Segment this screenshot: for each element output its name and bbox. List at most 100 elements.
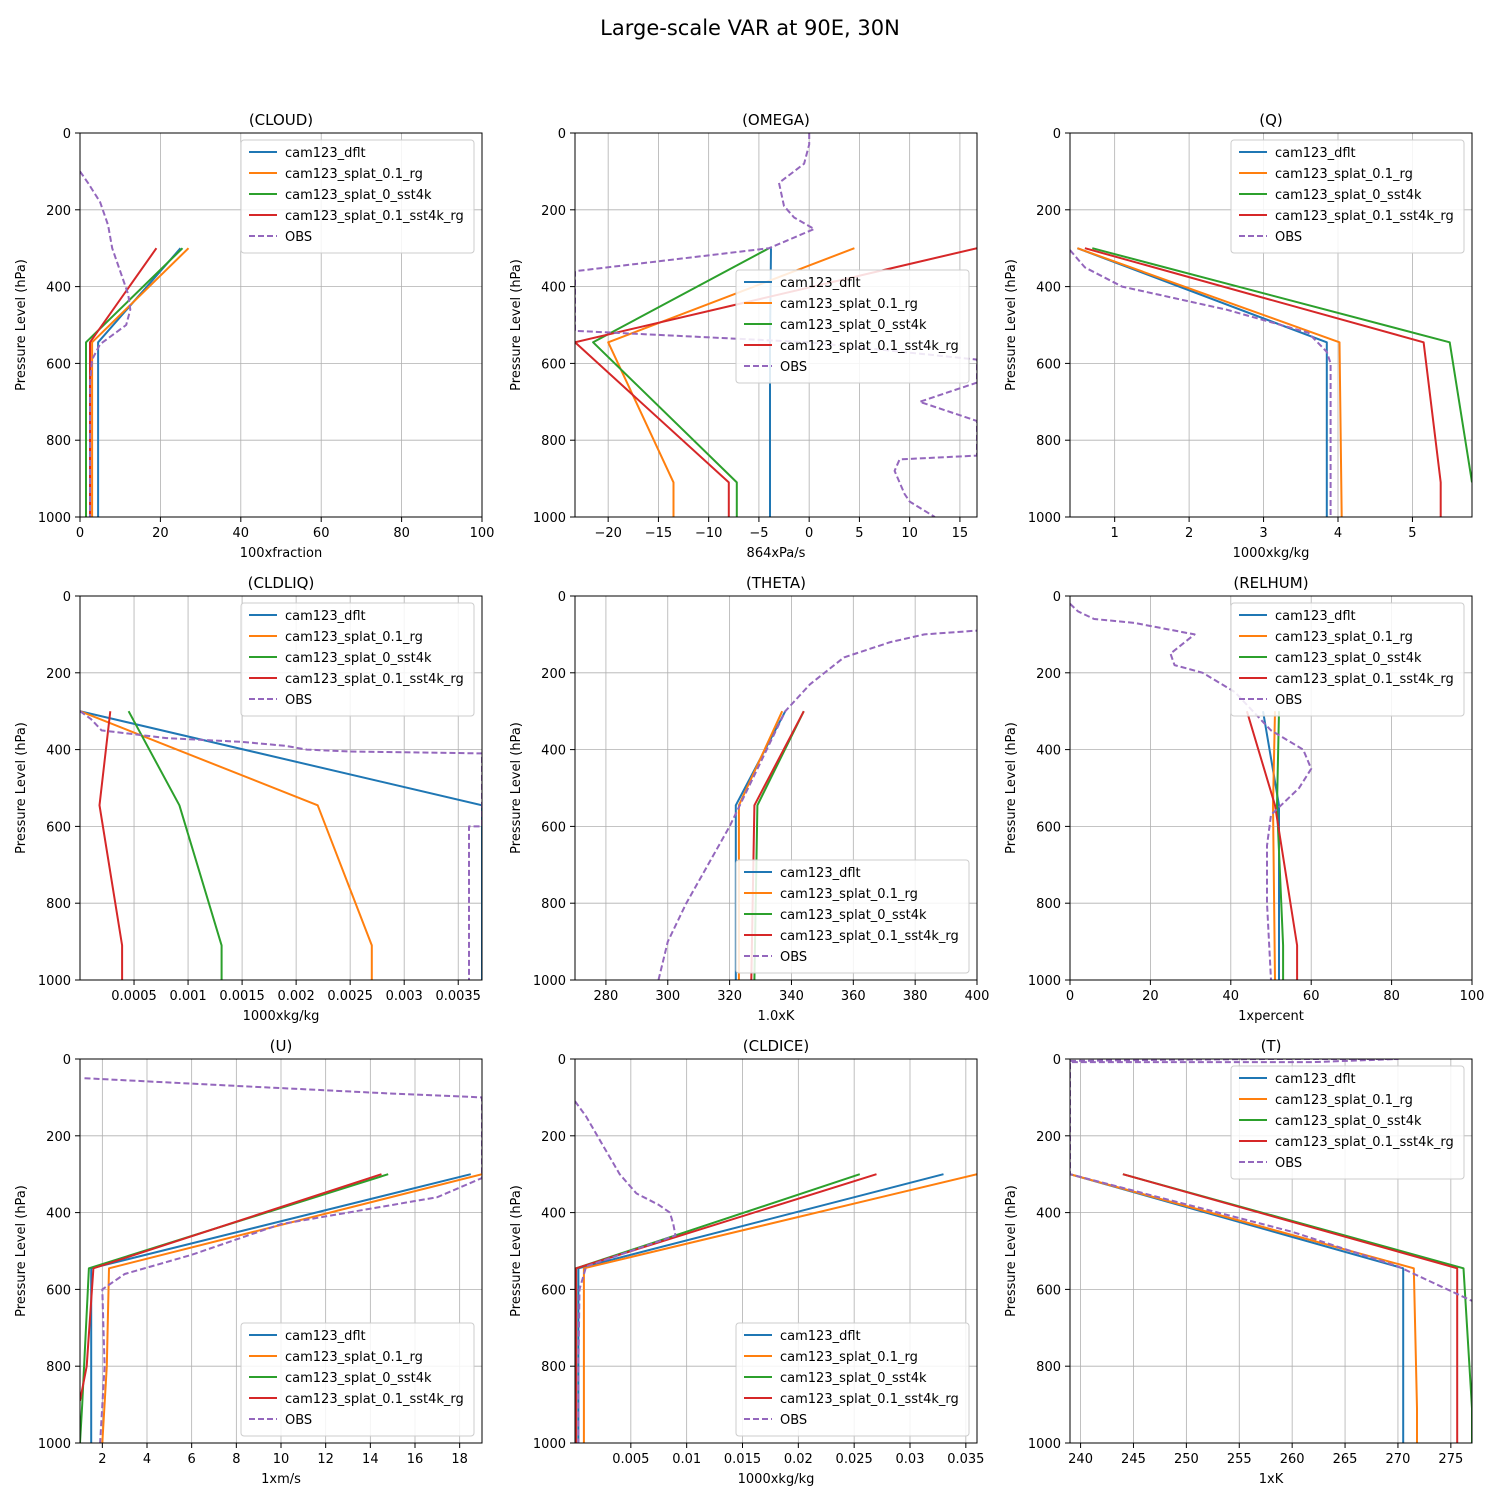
- series-line-cam123-splat-0-1-sst4k-rg: [1122, 1173, 1459, 1443]
- series-line-obs: [84, 1077, 482, 1443]
- series-line-cam123-splat-0-sst4k: [127, 710, 223, 980]
- legend-box: [240, 1322, 475, 1437]
- x-tick-label: 0.035: [947, 1452, 984, 1467]
- y-tick-label: 1000: [1028, 511, 1061, 526]
- x-tick-label: 1: [1111, 526, 1119, 541]
- series-group: [80, 710, 482, 980]
- legend-label: OBS: [1275, 693, 1302, 708]
- x-tick-label: 20: [1142, 989, 1159, 1004]
- y-tick-label: 800: [541, 1360, 566, 1375]
- x-tick-label: 0: [76, 526, 84, 541]
- axes-frame: [1069, 132, 1473, 518]
- legend-label: cam123_splat_0.1_rg: [1275, 167, 1413, 182]
- series-group: [1070, 247, 1472, 517]
- y-tick-label: 200: [46, 667, 71, 682]
- x-tick-label: 6: [188, 1452, 196, 1467]
- x-tick-label: 0.005: [612, 1452, 649, 1467]
- x-tick-label: 8: [232, 1452, 240, 1467]
- y-tick-label: 200: [541, 1130, 566, 1145]
- y-tick-label: 1000: [38, 511, 71, 526]
- subplot-title: (RELHUM): [1233, 574, 1308, 592]
- x-tick-label: 340: [779, 989, 804, 1004]
- series-line-cam123-splat-0-sst4k: [592, 247, 770, 517]
- x-tick-label: 10: [901, 526, 918, 541]
- series-line-cam123-splat-0-sst4k: [85, 247, 184, 517]
- y-tick-label: 800: [1036, 1360, 1061, 1375]
- legend-label: cam123_splat_0_sst4k: [1275, 188, 1422, 203]
- legend-box: [735, 859, 970, 974]
- x-tick-label: 80: [393, 526, 410, 541]
- y-tick-label: 600: [541, 820, 566, 835]
- legend-label: cam123_splat_0.1_sst4k_rg: [1275, 1135, 1454, 1150]
- subplot-q: 1 2 3 4 5 0 200 400 600 800 1000 (Q) 1000xkg/kg Press…: [1004, 111, 1473, 561]
- x-tick-label: 380: [903, 989, 928, 1004]
- x-tick-label: 5: [1408, 526, 1416, 541]
- legend: cam123_dflt cam123_splat_0.1_rg cam123_spl…: [1230, 139, 1465, 254]
- x-tick-label: 0.0025: [327, 989, 373, 1004]
- x-tick-label: 0.02: [784, 1452, 813, 1467]
- series-line-cam123-splat-0-1-rg: [91, 247, 190, 517]
- series-line-cam123-splat-0-1-sst4k-rg: [89, 247, 158, 517]
- legend-label: OBS: [285, 230, 312, 245]
- x-tick-label: 360: [841, 989, 866, 1004]
- subplot-title: (CLOUD): [249, 111, 313, 129]
- y-axis-label: Pressure Level (hPa): [14, 259, 29, 391]
- subplot-cloud: 0 20 40 60 80 10002004006008001000(CLOUD)100x…: [14, 111, 494, 561]
- legend-box: [1230, 139, 1465, 254]
- legend-label: cam123_dflt: [1275, 1072, 1356, 1087]
- legend-label: OBS: [780, 360, 807, 375]
- series-line-cam123-splat-0-sst4k: [1122, 1173, 1472, 1443]
- series-group: [80, 170, 190, 517]
- legend-label: cam123_splat_0_sst4k: [780, 1371, 927, 1386]
- subplot-cldliq: 0.0005 0.001 0.0015 0.002 0.0025 0.003 0.0035 0…: [14, 574, 483, 1024]
- series-group: [1070, 1059, 1472, 1443]
- x-tick-label: 280: [594, 989, 619, 1004]
- y-axis-label: Pressure Level (hPa): [1004, 1185, 1019, 1317]
- legend-label: cam123_splat_0.1_rg: [1275, 1093, 1413, 1108]
- y-tick-label: 600: [46, 357, 71, 372]
- x-axis-label: 1xpercent: [1238, 1009, 1304, 1024]
- legend: cam123_dflt cam123_splat_0.1_rg cam123_spl…: [240, 139, 475, 254]
- y-tick-label: 1000: [38, 1437, 71, 1452]
- legend-label: cam123_dflt: [780, 866, 861, 881]
- series-line-cam123-splat-0-1-sst4k-rg: [575, 1173, 877, 1443]
- legend-label: cam123_splat_0_sst4k: [285, 1371, 432, 1386]
- series-line-cam123-dflt: [1077, 247, 1328, 517]
- x-tick-label: 0.003: [386, 989, 423, 1004]
- y-tick-label: 200: [1036, 667, 1061, 682]
- axes-frame: [79, 132, 483, 518]
- y-tick-label: 600: [1036, 357, 1061, 372]
- subplot-title: (U): [270, 1037, 293, 1055]
- legend: cam123_dflt cam123_splat_0.1_rg cam123_spl…: [1230, 602, 1465, 717]
- legend-label: cam123_dflt: [1275, 609, 1356, 624]
- x-tick-label: 4: [1334, 526, 1342, 541]
- y-axis-label: Pressure Level (hPa): [509, 722, 524, 854]
- legend-label: cam123_dflt: [285, 146, 366, 161]
- legend-label: cam123_dflt: [780, 1329, 861, 1344]
- subplot-title: (T): [1261, 1037, 1282, 1055]
- x-axis-label: 1000xkg/kg: [1233, 546, 1310, 561]
- series-line-cam123-splat-0-1-sst4k-rg: [1245, 710, 1299, 980]
- legend-label: cam123_dflt: [780, 276, 861, 291]
- axes-frame: [79, 595, 483, 981]
- subplot-title: (THETA): [746, 574, 806, 592]
- x-axis-label: 1xm/s: [261, 1472, 301, 1487]
- y-tick-label: 600: [1036, 820, 1061, 835]
- series-line-cam123-dflt: [80, 710, 482, 980]
- y-tick-label: 400: [541, 744, 566, 759]
- y-tick-label: 200: [1036, 204, 1061, 219]
- x-tick-label: 0.002: [278, 989, 315, 1004]
- legend-label: cam123_splat_0.1_rg: [780, 297, 918, 312]
- y-tick-label: 400: [1036, 281, 1061, 296]
- y-axis-label: Pressure Level (hPa): [1004, 259, 1019, 391]
- y-tick-label: 800: [541, 897, 566, 912]
- x-tick-label: 14: [362, 1452, 379, 1467]
- series-line-obs: [657, 629, 977, 980]
- series-line-cam123-splat-0-sst4k: [1276, 711, 1285, 980]
- axes-frame: [574, 595, 978, 981]
- legend: cam123_dflt cam123_splat_0.1_rg cam123_spl…: [735, 859, 970, 974]
- x-axis-label: 100xfraction: [240, 546, 322, 561]
- y-tick-label: 400: [541, 1207, 566, 1222]
- x-tick-label: 275: [1438, 1452, 1463, 1467]
- y-tick-label: 0: [558, 127, 566, 142]
